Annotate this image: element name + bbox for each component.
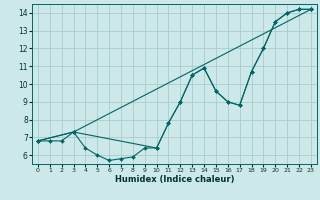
X-axis label: Humidex (Indice chaleur): Humidex (Indice chaleur) [115,175,234,184]
